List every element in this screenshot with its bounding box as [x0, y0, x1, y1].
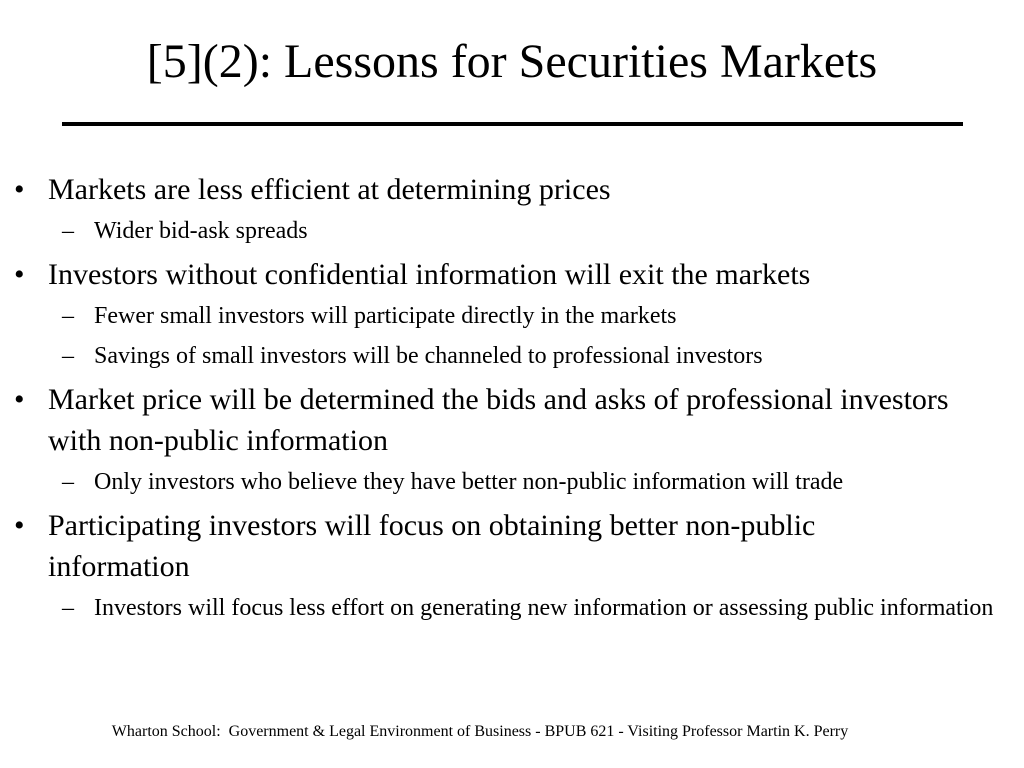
sub-bullet-item: – Savings of small investors will be cha…: [0, 339, 994, 373]
sub-bullet-text: Savings of small investors will be chann…: [94, 343, 763, 369]
bullet-item: • Participating investors will focus on …: [0, 505, 958, 587]
bullet-marker: •: [14, 509, 25, 542]
slide-footer: Wharton School: Government & Legal Envir…: [111, 723, 849, 740]
bullet-marker: •: [14, 173, 25, 206]
dash-marker: –: [62, 469, 74, 495]
sub-bullet-text: Fewer small investors will participate d…: [94, 303, 677, 329]
dash-marker: –: [62, 595, 74, 621]
sub-bullet-text: Wider bid-ask spreads: [94, 218, 308, 244]
sub-bullet-item: – Wider bid-ask spreads: [0, 214, 994, 248]
bullet-item: • Market price will be determined the bi…: [0, 379, 958, 461]
bullet-marker: •: [14, 383, 25, 416]
bullet-text: Participating investors will focus on ob…: [48, 509, 816, 583]
slide-title: [5](2): Lessons for Securities Markets: [146, 35, 878, 88]
bullet-text: Market price will be determined the bids…: [48, 383, 949, 457]
sub-bullet-text: Investors will focus less effort on gene…: [94, 595, 994, 621]
sub-bullet-text: Only investors who believe they have bet…: [94, 469, 844, 495]
dash-marker: –: [62, 218, 74, 244]
dash-marker: –: [62, 343, 74, 369]
dash-marker: –: [62, 303, 74, 329]
sub-bullet-item: – Only investors who believe they have b…: [0, 465, 994, 499]
sub-bullet-item: – Fewer small investors will participate…: [0, 299, 994, 333]
bullet-marker: •: [14, 258, 25, 291]
bullet-item: • Investors without confidential informa…: [0, 254, 958, 295]
title-underline: [62, 122, 963, 126]
bullet-list: • Markets are less efficient at determin…: [0, 169, 1024, 637]
bullet-item: • Markets are less efficient at determin…: [0, 169, 958, 210]
sub-bullet-item: – Investors will focus less effort on ge…: [0, 591, 994, 625]
bullet-text: Investors without confidential informati…: [48, 258, 811, 291]
bullet-text: Markets are less efficient at determinin…: [48, 173, 611, 206]
